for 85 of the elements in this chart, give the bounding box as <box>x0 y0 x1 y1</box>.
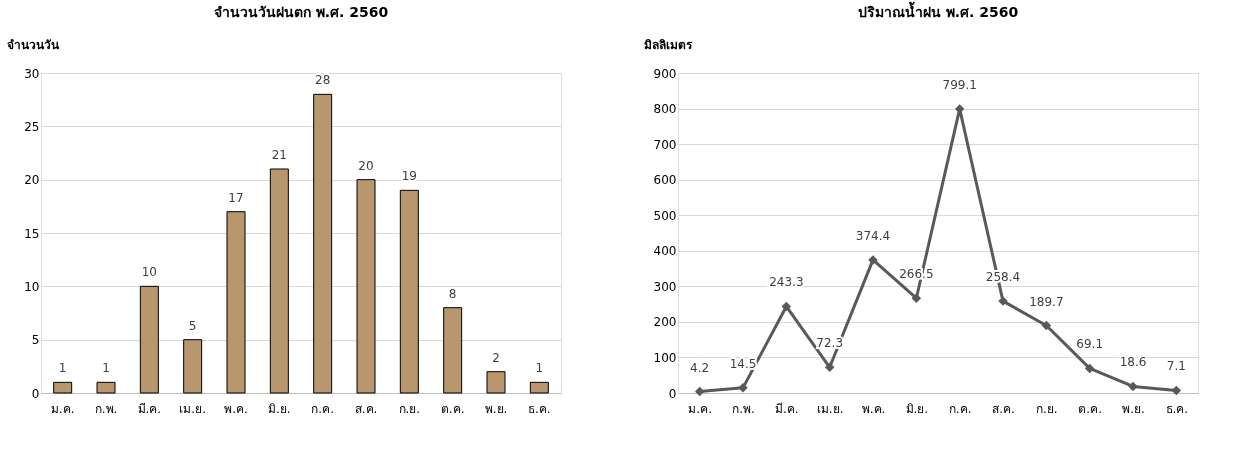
data-label: 1 <box>535 361 544 376</box>
x-tick-label: พ.ย. <box>484 401 508 416</box>
x-tick-label: มิ.ย. <box>905 401 929 416</box>
data-label: 189.7 <box>1029 294 1064 309</box>
y-tick-label: 20 <box>24 173 40 188</box>
x-tick-label: ธ.ค. <box>528 401 551 416</box>
x-tick-label: มี.ค. <box>775 401 799 416</box>
y-tick-label: 600 <box>653 173 677 188</box>
data-label: 799.1 <box>942 77 977 92</box>
data-label: 28 <box>315 73 331 88</box>
bar <box>53 381 73 394</box>
point <box>824 362 835 373</box>
bar <box>529 381 549 394</box>
data-label: 243.3 <box>769 275 804 290</box>
y-tick-label: 25 <box>24 119 40 134</box>
bar <box>96 381 116 394</box>
y-tick-label: 200 <box>653 315 677 330</box>
x-tick-label: เม.ย. <box>179 401 206 416</box>
data-label: 20 <box>358 158 374 173</box>
x-tick-label: ก.ค. <box>311 401 334 416</box>
y-tick-label: 700 <box>653 137 677 152</box>
bar <box>399 189 419 394</box>
y-axis-title: มิลลิเมตร <box>643 37 693 52</box>
data-label: 4.2 <box>690 360 710 375</box>
x-tick-label: ส.ค. <box>354 401 378 416</box>
data-label: 21 <box>271 148 287 162</box>
y-tick-label: 0 <box>668 386 677 401</box>
bar <box>313 93 333 394</box>
chart-title: จำนวนวันฝนตก พ.ศ. 2560 <box>213 4 389 20</box>
data-label: 69.1 <box>1076 337 1104 352</box>
data-label: 1 <box>102 361 110 376</box>
x-tick-label: ส.ค. <box>992 401 1015 416</box>
point <box>694 386 705 397</box>
bar <box>183 339 203 394</box>
data-label: 374.4 <box>855 228 891 243</box>
y-tick-label: 10 <box>24 279 40 294</box>
x-tick-label: พ.ย. <box>1122 401 1145 416</box>
data-label: 2 <box>492 350 500 365</box>
y-tick-label: 100 <box>653 350 677 365</box>
point <box>1084 363 1095 374</box>
x-tick-label: ก.พ. <box>94 401 118 416</box>
x-tick-label: ม.ค. <box>688 401 712 416</box>
bar <box>226 211 246 394</box>
point <box>1128 381 1138 392</box>
x-tick-label: ต.ค. <box>1078 401 1102 416</box>
y-tick-label: 800 <box>653 102 677 117</box>
bar <box>486 371 506 394</box>
data-label: 1 <box>58 361 67 376</box>
point <box>781 301 792 312</box>
data-label: 17 <box>228 190 244 205</box>
y-tick-label: 900 <box>653 66 677 81</box>
x-tick-label: ก.ย. <box>398 401 421 416</box>
x-tick-label: ก.พ. <box>732 401 755 416</box>
point <box>1041 320 1052 331</box>
x-tick-label: ก.ค. <box>948 401 972 416</box>
y-axis-title: จำนวนวัน <box>6 37 60 52</box>
point <box>911 293 922 303</box>
bar <box>443 307 463 394</box>
x-tick-label: เม.ย. <box>816 401 844 416</box>
x-tick-label: ม.ค. <box>50 401 75 416</box>
y-tick-label: 15 <box>24 226 40 241</box>
y-tick-label: 500 <box>653 208 677 223</box>
y-tick-label: 0 <box>31 386 40 401</box>
x-tick-label: พ.ค. <box>224 401 248 416</box>
data-label: 8 <box>448 286 457 301</box>
data-label: 19 <box>401 169 417 184</box>
x-tick-label: มิ.ย. <box>268 401 291 416</box>
data-label: 5 <box>188 318 197 333</box>
bar <box>356 179 376 394</box>
bar <box>269 168 289 394</box>
point <box>1171 385 1182 396</box>
y-tick-label: 5 <box>31 333 40 348</box>
x-tick-label: มี.ค. <box>137 401 162 416</box>
bar <box>139 285 159 394</box>
data-label: 18.6 <box>1119 355 1147 370</box>
data-label: 7.1 <box>1166 359 1186 374</box>
y-tick-label: 30 <box>24 66 40 81</box>
chart-title: ปริมาณน้ำฝน พ.ศ. 2560 <box>857 1 1019 20</box>
y-tick-label: 300 <box>653 279 677 294</box>
x-tick-label: ธ.ค. <box>1165 401 1189 416</box>
x-tick-label: ก.ย. <box>1036 401 1058 416</box>
x-tick-label: พ.ค. <box>861 401 886 416</box>
data-label: 10 <box>141 265 157 280</box>
x-tick-label: ต.ค. <box>440 401 465 416</box>
y-tick-label: 400 <box>653 244 677 259</box>
